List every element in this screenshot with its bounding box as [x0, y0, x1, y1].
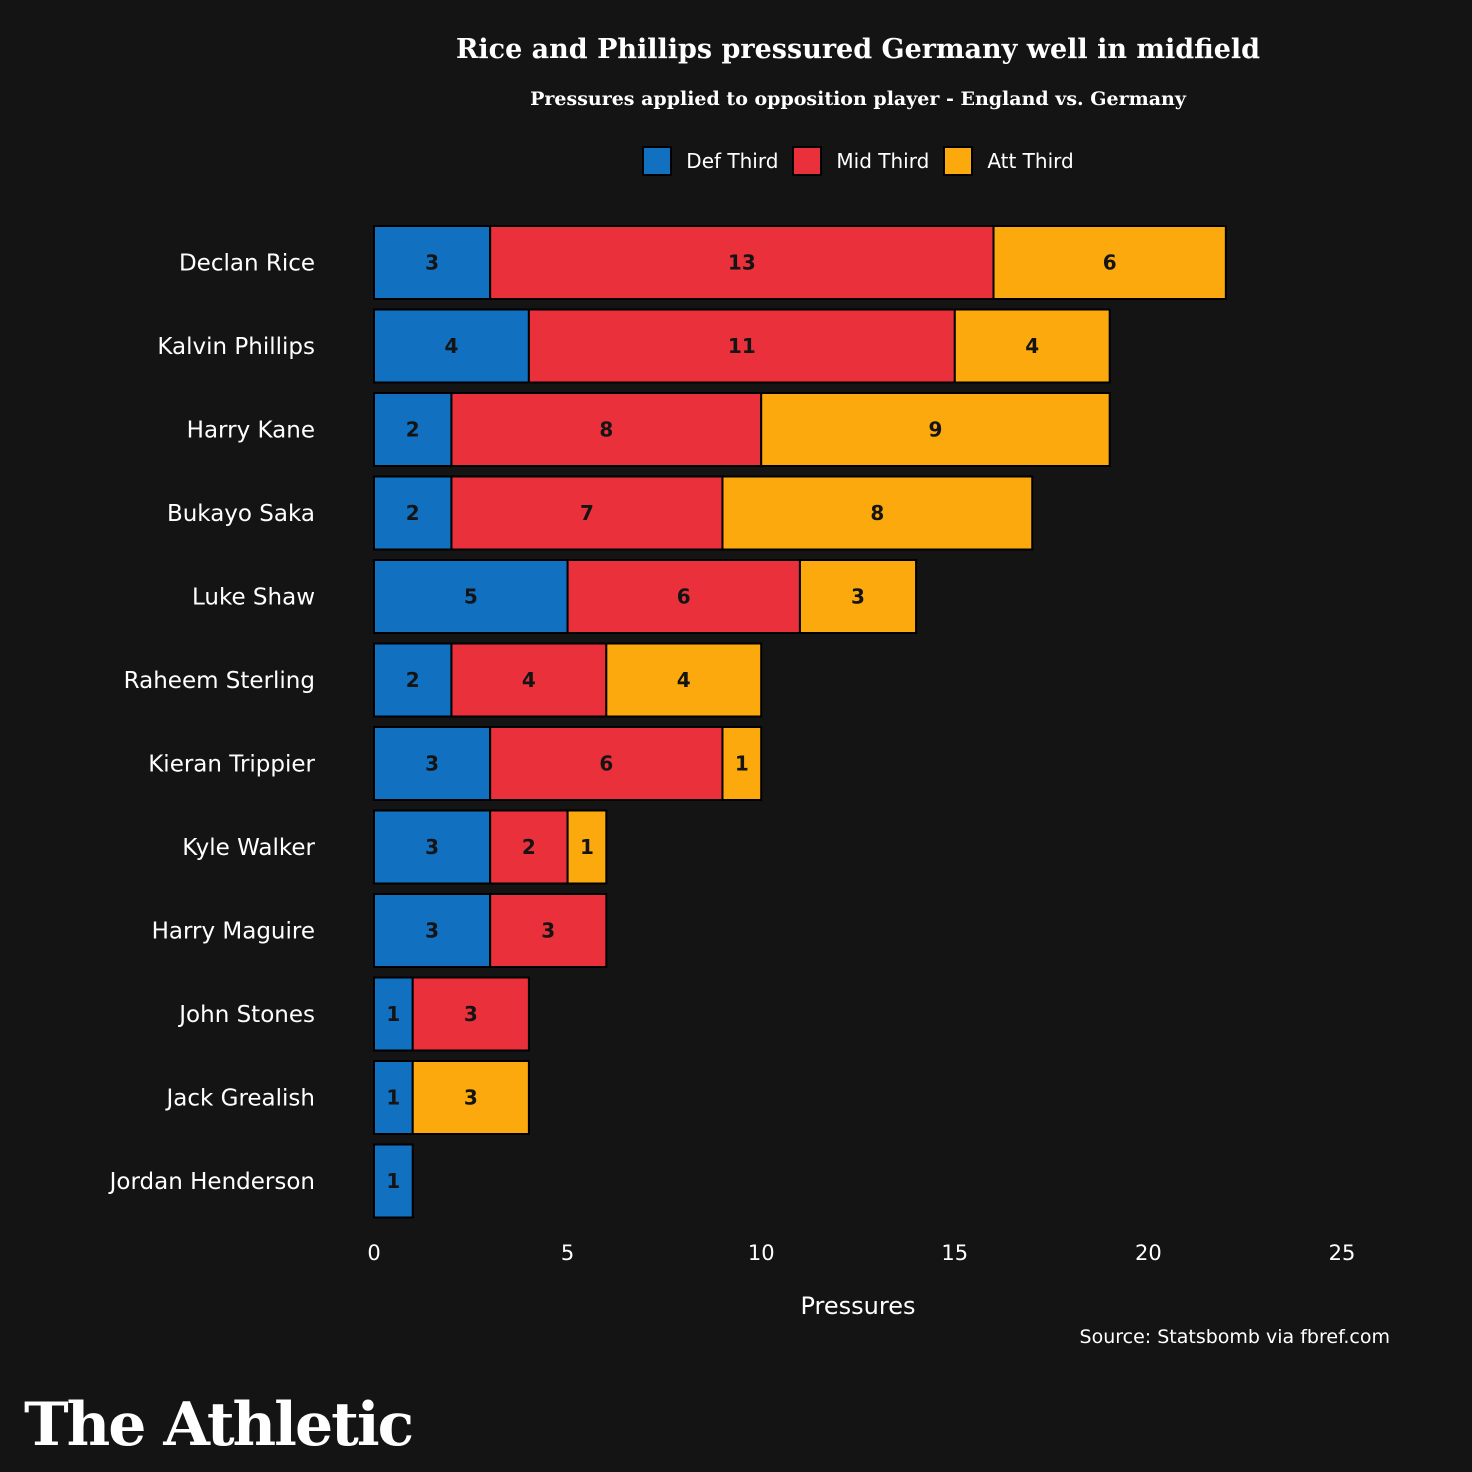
chart-title: Rice and Phillips pressured Germany well…: [455, 34, 1261, 65]
legend: Def Third Mid Third Att Third: [374, 146, 1342, 176]
bar-value-label: 1: [580, 835, 594, 859]
bar-value-label: 6: [677, 585, 691, 609]
bar-value-label: 3: [425, 919, 439, 943]
y-tick-label: Kyle Walker: [182, 835, 315, 861]
bar-value-label: 6: [599, 752, 613, 776]
bar-def-third: [373, 1143, 414, 1219]
legend-swatch-att-third: [943, 146, 974, 176]
bar-value-label: 1: [735, 752, 749, 776]
bar-def-third: [373, 726, 492, 801]
bar-mid-third: [450, 475, 724, 551]
bar-value-label: 9: [928, 418, 942, 442]
bar-value-label: 2: [406, 668, 420, 692]
bar-def-third: [373, 976, 414, 1052]
bar-mid-third: [411, 976, 530, 1052]
y-tick-label: John Stones: [177, 1002, 315, 1028]
y-tick-label: Luke Shaw: [192, 585, 315, 611]
bar-att-third: [566, 809, 608, 885]
legend-item-att-third: Att Third: [943, 146, 1074, 176]
legend-label-def-third: Def Third: [686, 149, 779, 173]
bar-value-label: 3: [425, 251, 439, 275]
bar-value-label: 7: [580, 501, 594, 525]
bar-value-label: 8: [870, 501, 884, 525]
x-tick-label: 25: [1329, 1241, 1356, 1265]
bar-value-label: 4: [522, 668, 536, 692]
bar-value-label: 3: [425, 752, 439, 776]
bar-mid-third: [450, 392, 763, 467]
x-tick-label: 20: [1135, 1241, 1162, 1265]
legend-label-mid-third: Mid Third: [836, 149, 930, 173]
bar-value-label: 1: [386, 1002, 400, 1026]
bar-value-label: 4: [677, 668, 691, 692]
x-tick-label: 15: [941, 1241, 968, 1265]
bar-def-third: [373, 308, 530, 384]
source-note: Source: Statsbomb via fbref.com: [1079, 1326, 1390, 1348]
bar-att-third: [721, 475, 1034, 551]
bar-value-label: 2: [406, 418, 420, 442]
legend-item-mid-third: Mid Third: [792, 146, 929, 176]
bar-value-label: 3: [425, 835, 439, 859]
bar-mid-third: [489, 726, 724, 801]
bar-value-label: 3: [851, 585, 865, 609]
bar-value-label: 4: [1025, 334, 1039, 358]
legend-item-def-third: Def Third: [642, 146, 778, 176]
y-tick-label: Declan Rice: [179, 251, 315, 277]
bar-att-third: [760, 392, 1111, 467]
x-axis-label: Pressures: [801, 1292, 916, 1320]
bar-mid-third: [566, 559, 801, 634]
y-tick-label: Jordan Henderson: [108, 1169, 315, 1195]
y-tick-label: Harry Kane: [187, 418, 315, 444]
bar-value-label: 8: [599, 418, 613, 442]
bar-def-third: [373, 559, 569, 634]
bar-value-label: 13: [728, 251, 756, 275]
x-tick-label: 10: [748, 1241, 775, 1265]
bar-value-label: 2: [406, 501, 420, 525]
bar-value-label: 3: [541, 919, 555, 943]
legend-swatch-def-third: [642, 146, 673, 176]
bar-value-label: 5: [464, 585, 478, 609]
bar-att-third: [721, 726, 763, 801]
bar-mid-third: [489, 225, 995, 300]
bar-att-third: [798, 559, 918, 634]
bar-value-label: 2: [522, 835, 536, 859]
bar-mid-third: [489, 809, 569, 885]
bar-value-label: 1: [386, 1086, 400, 1110]
bar-att-third: [605, 642, 763, 718]
y-tick-label: Bukayo Saka: [167, 501, 315, 527]
bar-value-label: 4: [444, 334, 458, 358]
y-tick-label: Jack Grealish: [164, 1086, 315, 1112]
x-tick-label: 0: [367, 1241, 380, 1265]
legend-label-att-third: Att Third: [987, 149, 1074, 173]
brand-logo: The Athletic: [24, 1390, 414, 1460]
bar-att-third: [411, 1060, 530, 1135]
bar-value-label: 1: [386, 1169, 400, 1193]
bar-mid-third: [450, 642, 608, 718]
bar-value-label: 11: [728, 334, 756, 358]
bar-value-label: 3: [464, 1002, 478, 1026]
y-tick-label: Kieran Trippier: [148, 752, 315, 778]
bar-value-label: 6: [1103, 251, 1117, 275]
bar-value-label: 3: [464, 1086, 478, 1110]
y-tick-label: Raheem Sterling: [124, 668, 315, 694]
bar-def-third: [373, 809, 492, 885]
bar-att-third: [953, 308, 1111, 384]
bar-def-third: [373, 893, 492, 968]
bar-mid-third: [489, 893, 608, 968]
y-tick-label: Harry Maguire: [152, 919, 315, 945]
legend-swatch-mid-third: [792, 146, 823, 176]
y-tick-label: Kalvin Phillips: [157, 334, 315, 360]
x-tick-label: 5: [561, 1241, 574, 1265]
chart-subtitle: Pressures applied to opposition player -…: [530, 88, 1186, 110]
bar-def-third: [373, 475, 453, 551]
bar-def-third: [373, 642, 453, 718]
bar-att-third: [992, 225, 1227, 300]
